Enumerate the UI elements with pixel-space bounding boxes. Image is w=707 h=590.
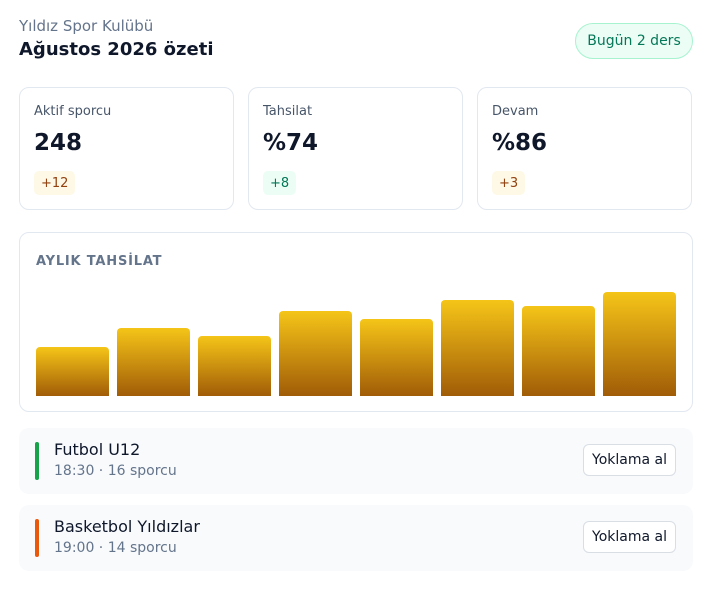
chart-card: AYLIK TAHSİLAT [19,232,693,412]
stat-card: Devam %86 +3 [477,87,692,210]
attendance-button[interactable]: Yoklama al [583,444,676,476]
session-name: Futbol U12 [54,440,141,459]
stat-label: Aktif sporcu [34,104,112,119]
club-name: Yıldız Spor Kulübü [19,17,154,35]
stat-card: Aktif sporcu 248 +12 [19,87,234,210]
bar [36,347,109,396]
bar [360,319,433,396]
bar [522,306,595,396]
session-row: Futbol U12 18:30 · 16 sporcu Yoklama al [19,428,693,494]
color-strip [35,442,39,480]
stat-delta: +3 [492,171,526,195]
stat-value: %74 [263,130,319,156]
session-name: Basketbol Yıldızlar [54,517,200,536]
page-title: Ağustos 2026 özeti [19,39,214,60]
bar [198,336,271,396]
stat-delta: +8 [263,171,297,195]
stat-delta: +12 [34,171,76,195]
session-details: 18:30 · 16 sporcu [54,463,177,479]
session-row: Basketbol Yıldızlar 19:00 · 14 sporcu Yokl… [19,505,693,571]
attendance-button[interactable]: Yoklama al [583,521,676,553]
bar [603,292,676,396]
bar [117,328,190,396]
bar [279,311,352,396]
stat-label: Devam [492,104,539,119]
color-strip [35,519,39,557]
badge: Bugün 2 ders [575,23,693,59]
chart-title: AYLIK TAHSİLAT [36,254,163,269]
stat-value: 248 [34,130,83,156]
stat-label: Tahsilat [263,104,313,119]
stat-card: Tahsilat %74 +8 [248,87,463,210]
stat-value: %86 [492,130,548,156]
bar [441,300,514,396]
session-details: 19:00 · 14 sporcu [54,540,177,556]
